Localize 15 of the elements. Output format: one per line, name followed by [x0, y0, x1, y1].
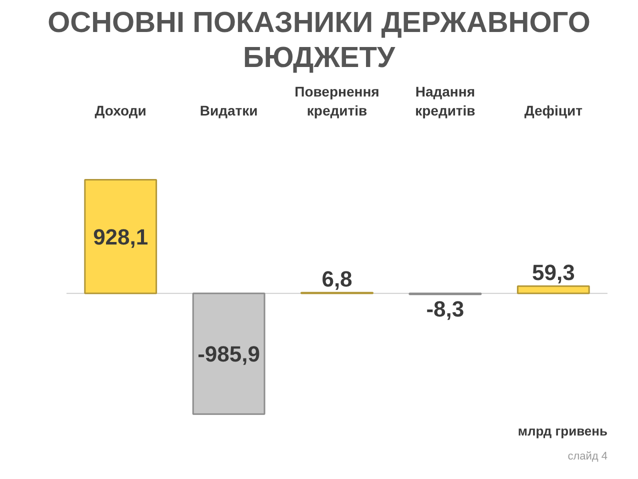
x-tick-label: Видатки: [200, 102, 258, 118]
x-tick-label: Повернення кредитів: [294, 83, 380, 118]
data-label: 928,1: [93, 224, 148, 250]
bar: [516, 285, 590, 294]
x-tick-label: Дефіцит: [524, 102, 583, 118]
data-label: -985,9: [198, 342, 260, 367]
x-tick-label: Надання кредитів: [415, 83, 476, 118]
text: млрд гривень: [518, 424, 608, 438]
data-label: 6,8: [322, 266, 352, 292]
data-label: 59,3: [532, 260, 575, 286]
data-label: -8,3: [426, 296, 464, 322]
chart-title: ОСНОВНІ ПОКАЗНИКИ ДЕРЖАВНОГО БЮДЖЕТУ: [48, 6, 590, 76]
bar: [84, 179, 158, 294]
text: слайд 4: [568, 450, 608, 462]
x-tick-label: Доходи: [94, 102, 146, 118]
